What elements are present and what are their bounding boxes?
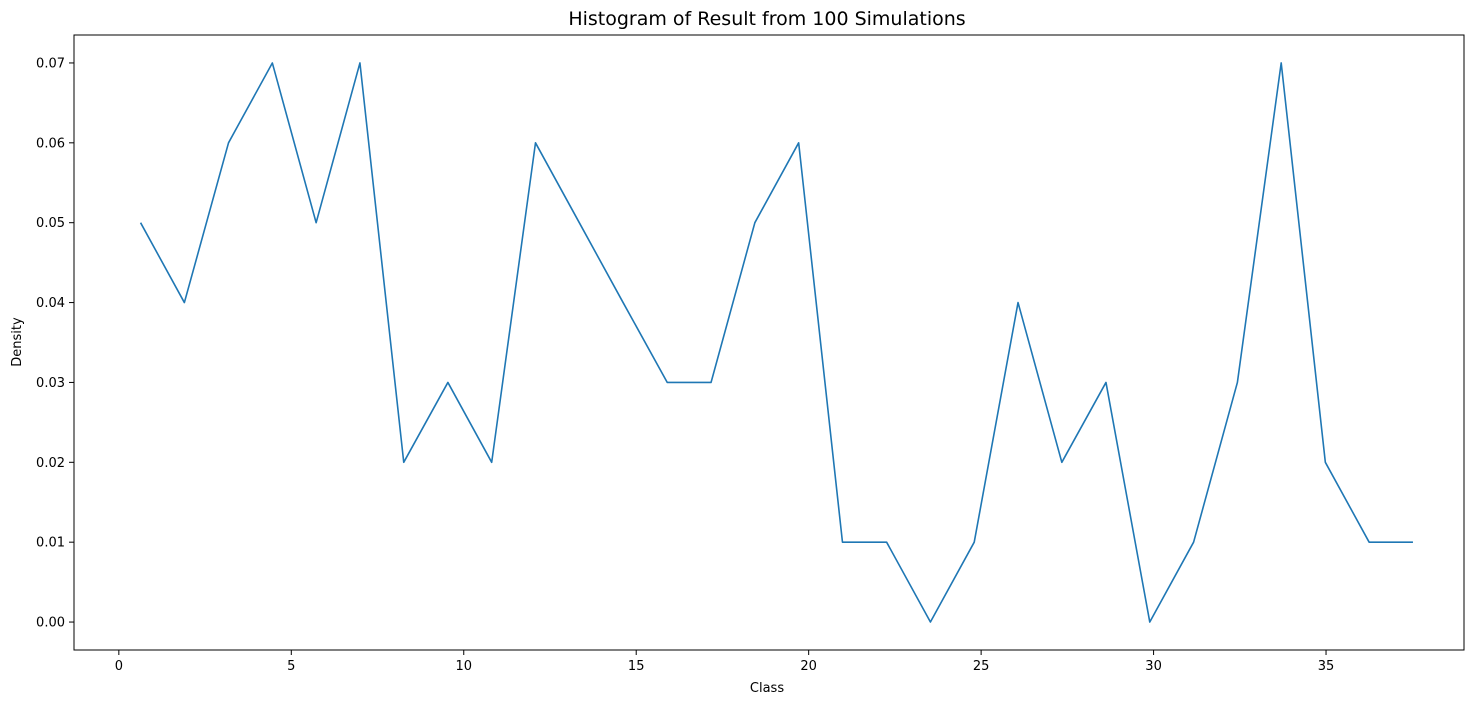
y-axis-label: Density xyxy=(10,317,25,367)
x-tick-label: 25 xyxy=(973,659,990,674)
y-tick-label: 0.03 xyxy=(36,376,65,391)
x-tick-label: 5 xyxy=(287,659,295,674)
y-axis: 0.00 0.01 0.02 0.03 0.04 0.05 0.06 0.07 xyxy=(36,56,74,630)
x-tick-label: 20 xyxy=(800,659,817,674)
plot-frame xyxy=(74,35,1464,650)
x-tick-label: 0 xyxy=(115,659,123,674)
series-line-0 xyxy=(141,63,1413,622)
chart-title: Histogram of Result from 100 Simulations xyxy=(568,8,965,30)
x-tick-label: 30 xyxy=(1145,659,1162,674)
x-tick-label: 35 xyxy=(1318,659,1335,674)
y-tick-label: 0.06 xyxy=(36,136,65,151)
y-tick-label: 0.01 xyxy=(36,536,65,551)
x-tick-label: 15 xyxy=(628,659,645,674)
x-axis: 0 5 10 15 20 25 30 35 xyxy=(115,650,1335,674)
x-axis-label: Class xyxy=(750,681,784,696)
y-tick-label: 0.07 xyxy=(36,56,65,71)
y-tick-label: 0.02 xyxy=(36,456,65,471)
plot-area xyxy=(74,35,1464,650)
y-tick-label: 0.05 xyxy=(36,216,65,231)
y-tick-label: 0.04 xyxy=(36,296,65,311)
y-tick-label: 0.00 xyxy=(36,616,65,631)
x-tick-label: 10 xyxy=(455,659,472,674)
